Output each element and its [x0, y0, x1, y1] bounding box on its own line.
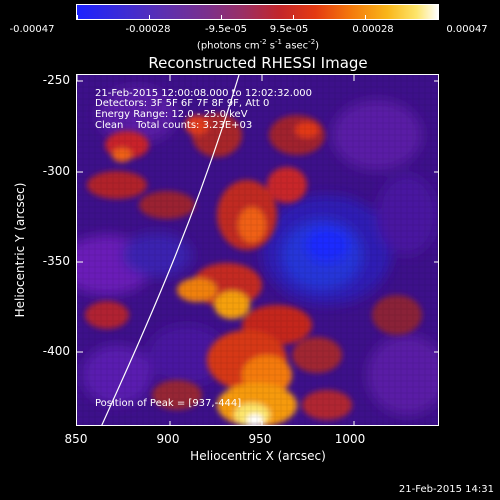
y-tick-label: -250 [42, 73, 70, 87]
colorbar-tick [437, 15, 438, 20]
energy-range-text: Energy Range: 12.0 - 25.0 keV [95, 109, 248, 120]
solar-limb-line [101, 75, 240, 425]
generation-timestamp: 21-Feb-2015 14:31 [398, 484, 494, 495]
x-tick-label: 1000 [334, 432, 366, 446]
x-tick-label: 950 [248, 432, 272, 446]
colorbar-tick [293, 15, 294, 20]
x-tick-label: 900 [156, 432, 180, 446]
colorbar-units-exponent: -2 [259, 38, 267, 46]
y-tick-label: -400 [42, 344, 70, 358]
colorbar [76, 4, 439, 20]
axis-ticks [77, 75, 438, 425]
colorbar-tick-label: 9.5e-05 [269, 24, 309, 35]
colorbar-tick-label: -0.00028 [125, 24, 171, 35]
colorbar-tick [365, 15, 366, 20]
colorbar-units-exponent: -1 [275, 38, 283, 46]
rhessi-image-plot: 21-Feb-2015 12:00:08.000 to 12:02:32.000… [76, 74, 439, 426]
colorbar-tick [221, 15, 222, 20]
y-axis-title: Heliocentric Y (arcsec) [13, 182, 27, 318]
x-axis-title: Heliocentric X (arcsec) [190, 449, 326, 463]
colorbar-units-part: asec [282, 40, 309, 52]
detectors-text: Detectors: 3F 5F 6F 7F 8F 9F, Att 0 [95, 98, 270, 109]
peak-position-text: Position of Peak = [937,-444] [95, 398, 242, 409]
y-tick-label: -300 [42, 164, 70, 178]
colorbar-tick-label: 0.00047 [446, 24, 488, 35]
colorbar-units-part: ) [315, 40, 320, 52]
colorbar-tick-label: -0.00047 [9, 24, 55, 35]
colorbar-tick-label: -9.5e-05 [205, 24, 247, 35]
rhessi-image [77, 75, 438, 425]
y-tick-label: -350 [42, 254, 70, 268]
x-tick-label: 850 [64, 432, 88, 446]
colorbar-units-part: s [266, 40, 276, 52]
colorbar-units-part: (photons cm [196, 40, 260, 52]
plot-title: Reconstructed RHESSI Image [148, 54, 368, 72]
colorbar-units: (photons cm-2 s-1 asec-2) [197, 38, 319, 51]
colorbar-tick-label: 0.00028 [352, 24, 394, 35]
clean-counts-text: Clean Total counts: 3.23E+03 [95, 120, 253, 131]
time-range-text: 21-Feb-2015 12:00:08.000 to 12:02:32.000 [95, 88, 313, 99]
colorbar-tick [77, 15, 78, 20]
pixel-grid [77, 75, 438, 425]
colorbar-tick [149, 15, 150, 20]
colorbar-units-exponent: -2 [308, 38, 316, 46]
